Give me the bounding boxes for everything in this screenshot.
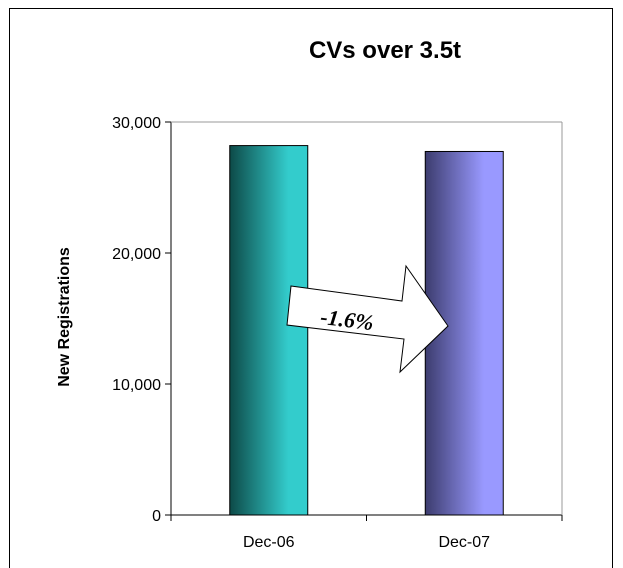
y-tick-label: 0 — [152, 508, 161, 525]
arrow-shape — [286, 264, 449, 374]
y-axis-label: New Registrations — [56, 247, 73, 387]
chart-title: CVs over 3.5t — [309, 37, 461, 64]
x-tick-label: Dec-07 — [438, 534, 490, 551]
change-arrow: -1.6% — [286, 264, 449, 374]
chart-frame — [9, 8, 613, 568]
y-ticks-group: 0 10,000 20,000 30,000 — [112, 115, 171, 525]
y-tick-label: 30,000 — [112, 115, 161, 132]
x-tick-label: Dec-06 — [243, 534, 295, 551]
y-tick-label: 20,000 — [112, 246, 161, 263]
bar-dec-06 — [229, 145, 309, 516]
x-ticks-group: Dec-06 Dec-07 — [170, 515, 563, 551]
arrow-label: -1.6% — [319, 304, 375, 335]
y-tick-label: 10,000 — [112, 377, 161, 394]
